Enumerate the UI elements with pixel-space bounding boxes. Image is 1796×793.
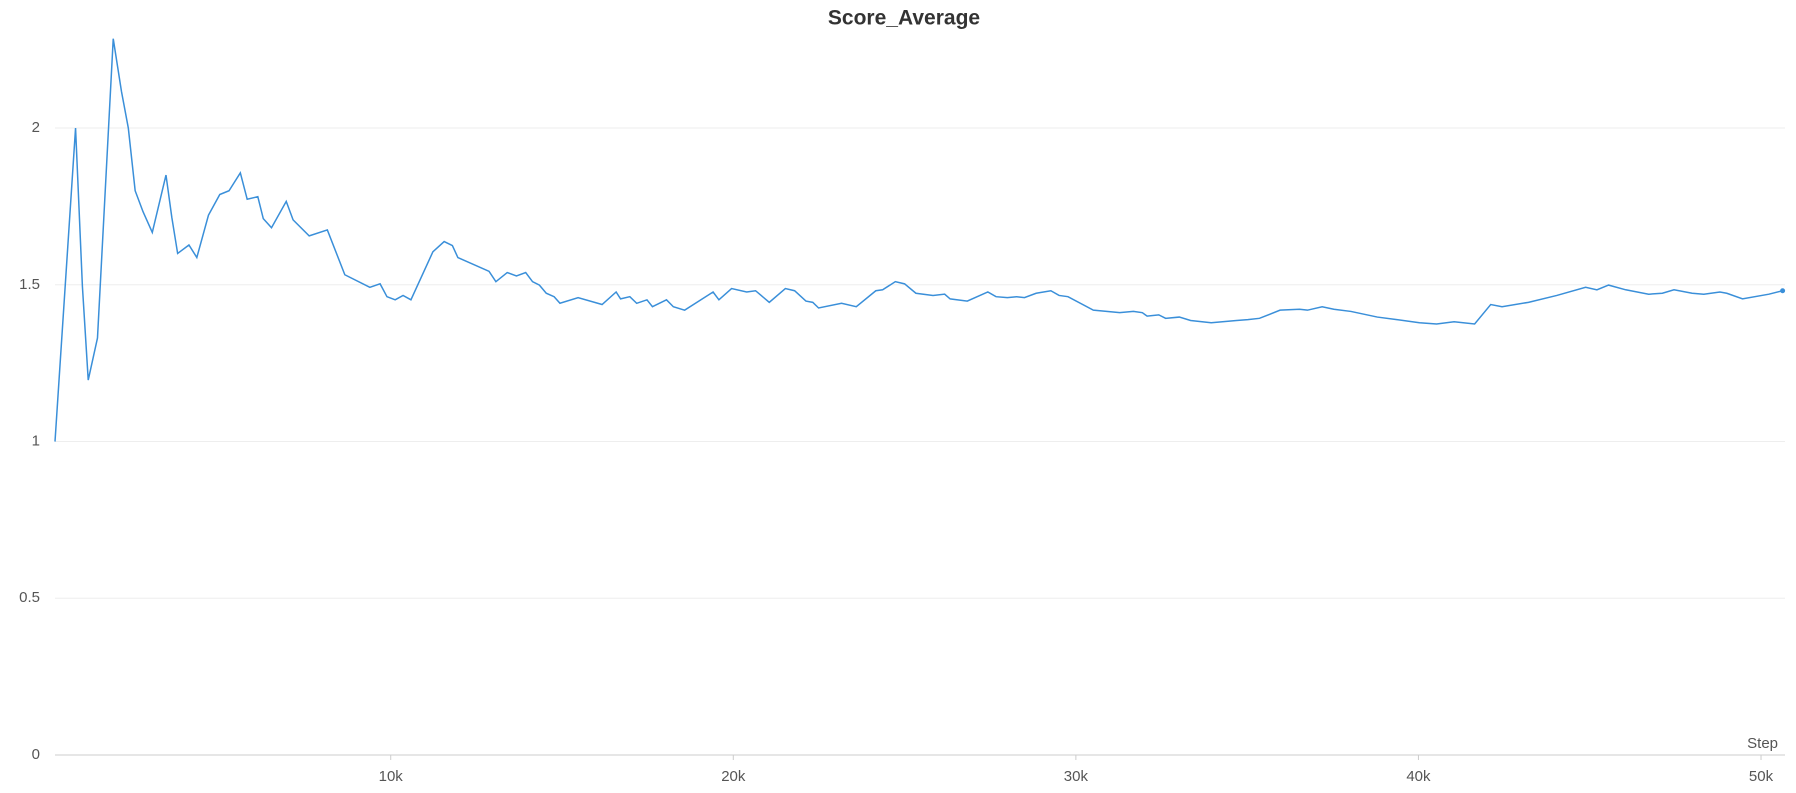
end-point	[1780, 288, 1786, 294]
x-tick-label: 20k	[721, 768, 746, 785]
x-tick-label: 40k	[1406, 768, 1431, 785]
x-tick-label: 50k	[1749, 768, 1774, 785]
y-tick-label: 0	[32, 746, 40, 763]
x-axis-label: Step	[1747, 735, 1778, 752]
y-tick-label: 1	[32, 432, 40, 449]
x-tick-label: 30k	[1064, 768, 1089, 785]
data-line	[54, 38, 1783, 442]
y-tick-label: 0.5	[19, 589, 40, 606]
x-tick-label: 10k	[379, 768, 404, 785]
y-tick-label: 2	[32, 119, 40, 136]
y-tick-label: 1.5	[19, 276, 40, 293]
chart-title: Score_Average	[828, 7, 980, 30]
